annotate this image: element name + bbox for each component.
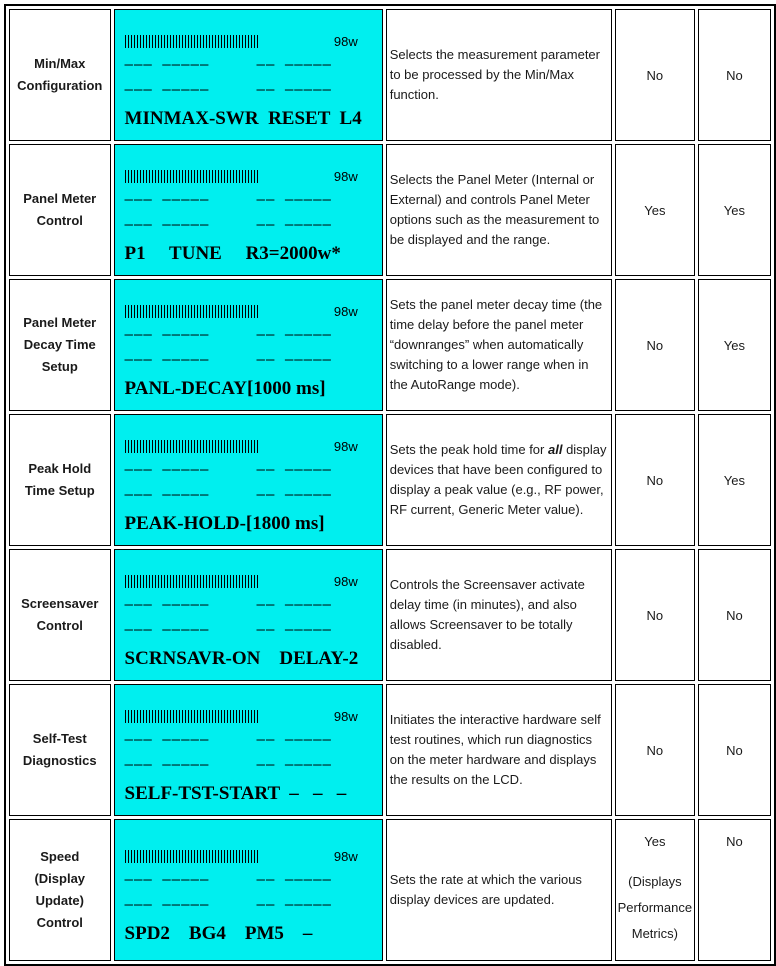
function-name: Panel Meter Decay Time Setup — [9, 279, 111, 411]
function-name: Screensaver Control — [9, 549, 111, 681]
flag-col5: No — [697, 549, 771, 681]
function-reference-table: Min/Max Configuration 98w ––– ––––– –– –… — [4, 4, 776, 966]
function-description: Sets the rate at which the various displ… — [385, 819, 612, 961]
lcd-menu-text: MINMAX-SWR RESET L4 — [124, 108, 362, 129]
lcd-dash-row: ––– ––––– –– ––––– — [124, 897, 332, 913]
table-row: Panel Meter Decay Time Setup 98w ––– –––… — [9, 279, 771, 411]
description-emphasis: all — [547, 442, 563, 457]
lcd-dash-row: ––– ––––– –– ––––– — [124, 757, 332, 773]
description-text: Sets the peak hold time for — [389, 442, 548, 457]
function-name: Peak Hold Time Setup — [9, 414, 111, 546]
lcd-bargraph-icon — [124, 170, 259, 183]
lcd-power-reading: 98w — [333, 304, 358, 319]
flag-col4: No — [614, 414, 695, 546]
lcd-screen: 98w ––– ––––– –– ––––– ––– ––––– –– ––––… — [113, 144, 383, 276]
function-description: Controls the Screensaver activate delay … — [385, 549, 612, 681]
flag-col4: No — [614, 9, 695, 141]
function-name: Self-Test Diagnostics — [9, 684, 111, 816]
lcd-dash-row: ––– ––––– –– ––––– — [124, 192, 332, 208]
lcd-bargraph-icon — [124, 305, 259, 318]
table-row: Panel Meter Control 98w ––– ––––– –– –––… — [9, 144, 771, 276]
flag-col5: Yes — [697, 144, 771, 276]
lcd-dash-row: ––– ––––– –– ––––– — [124, 462, 332, 478]
function-name: Speed (Display Update) Control — [9, 819, 111, 961]
table-row: Peak Hold Time Setup 98w ––– ––––– –– ––… — [9, 414, 771, 546]
table-row: Screensaver Control 98w ––– ––––– –– –––… — [9, 549, 771, 681]
lcd-dash-row: ––– ––––– –– ––––– — [124, 622, 332, 638]
lcd-menu-text: SELF-TST-START – – – — [124, 783, 347, 804]
function-description: Sets the peak hold time for all display … — [385, 414, 612, 546]
lcd-dash-row: ––– ––––– –– ––––– — [124, 82, 332, 98]
function-name: Panel Meter Control — [9, 144, 111, 276]
lcd-menu-text: PANL-DECAY[1000 ms] — [124, 378, 326, 399]
description-text: display devices that have been configure… — [389, 442, 607, 517]
function-description: Sets the panel meter decay time (the tim… — [385, 279, 612, 411]
lcd-dash-row: ––– ––––– –– ––––– — [124, 487, 332, 503]
lcd-menu-text: P1 TUNE R3=2000w* — [124, 243, 341, 264]
lcd-menu-text: SPD2 BG4 PM5 – — [124, 923, 313, 944]
function-description: Initiates the interactive hardware self … — [385, 684, 612, 816]
lcd-bargraph-icon — [124, 575, 259, 588]
flag-col4: No — [614, 279, 695, 411]
lcd-dash-row: ––– ––––– –– ––––– — [124, 327, 332, 343]
lcd-bargraph-icon — [124, 35, 259, 48]
lcd-bargraph-icon — [124, 710, 259, 723]
lcd-screen: 98w ––– ––––– –– ––––– ––– ––––– –– ––––… — [113, 819, 383, 961]
lcd-dash-row: ––– ––––– –– ––––– — [124, 57, 332, 73]
lcd-power-reading: 98w — [333, 439, 358, 454]
flag-col5: Yes — [697, 414, 771, 546]
lcd-screen: 98w ––– ––––– –– ––––– ––– ––––– –– ––––… — [113, 9, 383, 141]
flag-col4: Yes — [614, 144, 695, 276]
flag-col4: No — [614, 684, 695, 816]
lcd-screen: 98w ––– ––––– –– ––––– ––– ––––– –– ––––… — [113, 684, 383, 816]
lcd-power-reading: 98w — [333, 34, 358, 49]
flag-col5: No — [697, 819, 771, 961]
lcd-dash-row: ––– ––––– –– ––––– — [124, 732, 332, 748]
flag-note: (Displays Performance Metrics) — [617, 874, 693, 941]
lcd-power-reading: 98w — [333, 169, 358, 184]
flag-col4: No — [614, 549, 695, 681]
lcd-power-reading: 98w — [333, 574, 358, 589]
lcd-screen: 98w ––– ––––– –– ––––– ––– ––––– –– ––––… — [113, 549, 383, 681]
lcd-power-reading: 98w — [333, 709, 358, 724]
lcd-power-reading: 98w — [333, 849, 358, 864]
flag-col5: No — [697, 9, 771, 141]
lcd-bargraph-icon — [124, 850, 259, 863]
lcd-menu-text: PEAK-HOLD-[1800 ms] — [124, 513, 325, 534]
function-description: Selects the measurement parameter to be … — [385, 9, 612, 141]
lcd-menu-text: SCRNSAVR-ON DELAY-2 — [124, 648, 359, 669]
lcd-dash-row: ––– ––––– –– ––––– — [124, 352, 332, 368]
flag-col5: No — [697, 684, 771, 816]
table-row: Min/Max Configuration 98w ––– ––––– –– –… — [9, 9, 771, 141]
table-row: Speed (Display Update) Control 98w ––– –… — [9, 819, 771, 961]
lcd-dash-row: ––– ––––– –– ––––– — [124, 217, 332, 233]
lcd-dash-row: ––– ––––– –– ––––– — [124, 597, 332, 613]
function-description: Selects the Panel Meter (Internal or Ext… — [385, 144, 612, 276]
flag-col4: Yes (Displays Performance Metrics) — [614, 819, 695, 961]
lcd-dash-row: ––– ––––– –– ––––– — [124, 872, 332, 888]
lcd-screen: 98w ––– ––––– –– ––––– ––– ––––– –– ––––… — [113, 279, 383, 411]
flag-value: Yes — [644, 834, 666, 849]
function-name: Min/Max Configuration — [9, 9, 111, 141]
table-row: Self-Test Diagnostics 98w ––– ––––– –– –… — [9, 684, 771, 816]
lcd-screen: 98w ––– ––––– –– ––––– ––– ––––– –– ––––… — [113, 414, 383, 546]
flag-col5: Yes — [697, 279, 771, 411]
lcd-bargraph-icon — [124, 440, 259, 453]
